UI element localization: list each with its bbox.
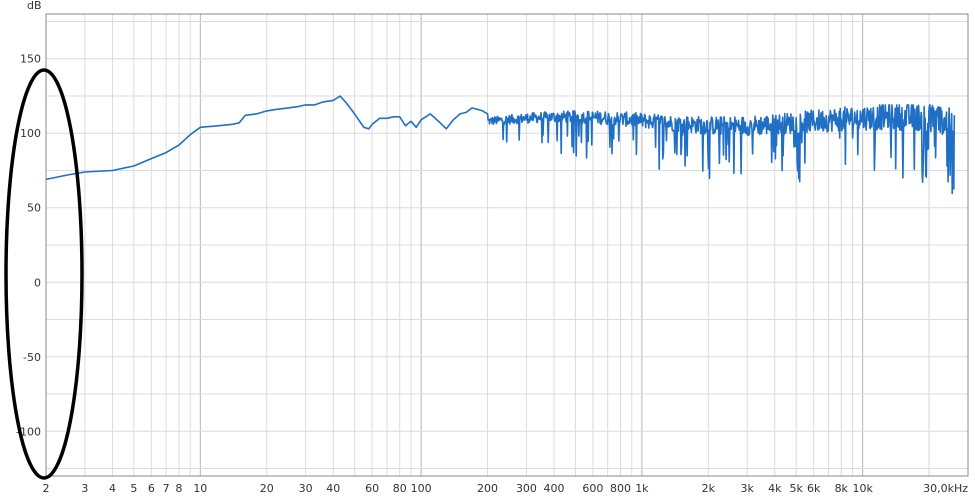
x-tick-label: 5k [790, 482, 804, 495]
x-tick-label: 60 [365, 482, 379, 495]
series-layer [45, 95, 956, 195]
x-tick-label: 7 [163, 482, 170, 495]
x-tick-label: 30,0kHz [923, 482, 968, 495]
x-tick-label: 8 [175, 482, 182, 495]
series-line [45, 95, 956, 195]
x-tick-label: 40 [326, 482, 340, 495]
y-tick-label: 0 [34, 276, 41, 289]
x-tick-label: 20 [260, 482, 274, 495]
x-tick-label: 8k [835, 482, 849, 495]
x-tick-label: 3k [741, 482, 755, 495]
x-tick-label: 4k [768, 482, 782, 495]
x-tick-label: 300 [516, 482, 537, 495]
x-tick-label: 400 [544, 482, 565, 495]
x-tick-label: 6 [148, 482, 155, 495]
y-tick-label: 50 [27, 202, 41, 215]
x-tick-label: 6k [807, 482, 821, 495]
x-tick-label: 800 [610, 482, 631, 495]
x-tick-label: 30 [299, 482, 313, 495]
x-tick-label: 10 [193, 482, 207, 495]
y-tick-label: 150 [20, 53, 41, 66]
x-tick-label: 2 [43, 482, 50, 495]
x-axis-ticks: 2 3 4 5 6 7 8 10 20 30 40 60 80 100 200 300 400 600 800 1k 2… [43, 482, 969, 495]
x-tick-label: 4 [109, 482, 116, 495]
annotation-ellipse [4, 68, 84, 480]
x-tick-label: 80 [393, 482, 407, 495]
x-tick-label: 5 [130, 482, 137, 495]
y-axis-unit: dB [27, 0, 42, 12]
grid [45, 14, 969, 476]
x-tick-label: 1k [635, 482, 649, 495]
x-tick-label: 200 [477, 482, 498, 495]
y-tick-label: -50 [23, 351, 41, 364]
x-tick-label: 10k [852, 482, 873, 495]
x-tick-label: 3 [81, 482, 88, 495]
x-tick-label: 100 [411, 482, 432, 495]
plot-frame [45, 13, 969, 477]
x-tick-label: 600 [582, 482, 603, 495]
x-tick-label: 2k [702, 482, 716, 495]
y-tick-label: 100 [20, 127, 41, 140]
